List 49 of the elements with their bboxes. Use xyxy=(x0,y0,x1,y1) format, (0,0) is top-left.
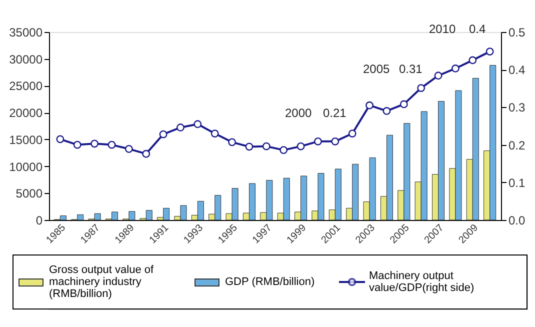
point xyxy=(262,142,270,150)
annotation: 2000 xyxy=(285,106,312,120)
point xyxy=(348,130,356,138)
point xyxy=(245,142,254,151)
point xyxy=(176,124,184,132)
point xyxy=(331,137,340,146)
y2-tick-label: 0.3 xyxy=(508,100,526,115)
y2-tick-label: 0.5 xyxy=(508,26,526,40)
y-tick-label: 30000 xyxy=(9,52,43,66)
legend-label: GDP (RMB/billion) xyxy=(225,276,315,288)
y-tick-label: 0 xyxy=(36,214,43,228)
y2-tick-label: 0.2 xyxy=(508,138,526,152)
y2-tick-label: 0.1 xyxy=(508,176,526,190)
y-tick-label: 35000 xyxy=(9,26,43,40)
point xyxy=(108,140,116,149)
y-tick-label: 10000 xyxy=(9,160,43,174)
y-tick-label: 15000 xyxy=(9,132,43,147)
point xyxy=(314,137,322,146)
y2-tick-label: 0.0 xyxy=(508,214,526,228)
point xyxy=(228,138,236,146)
point xyxy=(210,130,219,138)
y-tick-label: 25000 xyxy=(9,79,43,94)
annotation: 0.4 xyxy=(469,22,486,36)
point xyxy=(56,135,64,144)
point xyxy=(124,144,133,153)
y2-tick-label: 0.4 xyxy=(508,63,526,78)
point xyxy=(468,56,477,64)
y-tick-label: 20000 xyxy=(9,106,43,120)
point xyxy=(142,150,150,158)
point xyxy=(73,140,82,149)
point xyxy=(452,64,460,72)
point xyxy=(90,140,98,148)
point xyxy=(382,107,391,115)
point xyxy=(400,100,408,108)
y-tick-label: 5000 xyxy=(16,186,43,201)
point xyxy=(434,72,442,80)
point xyxy=(280,146,288,154)
legend-label: Gross output value of machinery industry (RMB/billion) xyxy=(49,264,155,300)
point xyxy=(194,120,202,128)
point xyxy=(296,142,305,150)
legend-label: Machinery output value/GDP(right side) xyxy=(369,270,474,294)
annotation: 0.21 xyxy=(323,106,347,120)
point xyxy=(159,130,168,138)
point xyxy=(417,84,426,92)
annotation: 2010 xyxy=(429,22,456,36)
annotation: 2005 xyxy=(363,62,390,76)
point xyxy=(366,101,374,110)
point xyxy=(486,48,494,56)
annotation: 0.31 xyxy=(399,62,423,76)
